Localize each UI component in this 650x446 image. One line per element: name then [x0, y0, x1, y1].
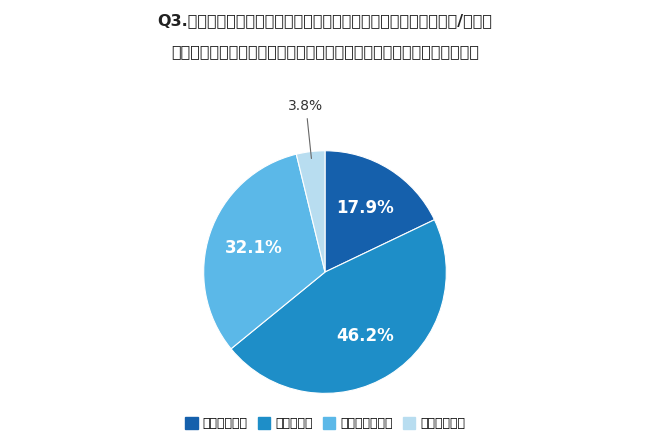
Text: 32.1%: 32.1% [225, 239, 283, 257]
Wedge shape [325, 151, 434, 272]
Text: 際して、少ない選択肢や解決案からの検討になっていると感じますか。: 際して、少ない選択肢や解決案からの検討になっていると感じますか。 [171, 45, 479, 60]
Text: 46.2%: 46.2% [337, 326, 394, 345]
Text: Q3.あなたは、自治体内の課題解決や地域住民向けサービスの企画/開発に: Q3.あなたは、自治体内の課題解決や地域住民向けサービスの企画/開発に [157, 13, 493, 29]
Legend: 非常に感じる, 少し感じる, あまり感じない, 全く感じない: 非常に感じる, 少し感じる, あまり感じない, 全く感じない [180, 412, 470, 435]
Text: 17.9%: 17.9% [336, 199, 394, 218]
Wedge shape [296, 151, 325, 272]
Text: 3.8%: 3.8% [289, 99, 324, 158]
Wedge shape [203, 154, 325, 349]
Wedge shape [231, 220, 447, 393]
